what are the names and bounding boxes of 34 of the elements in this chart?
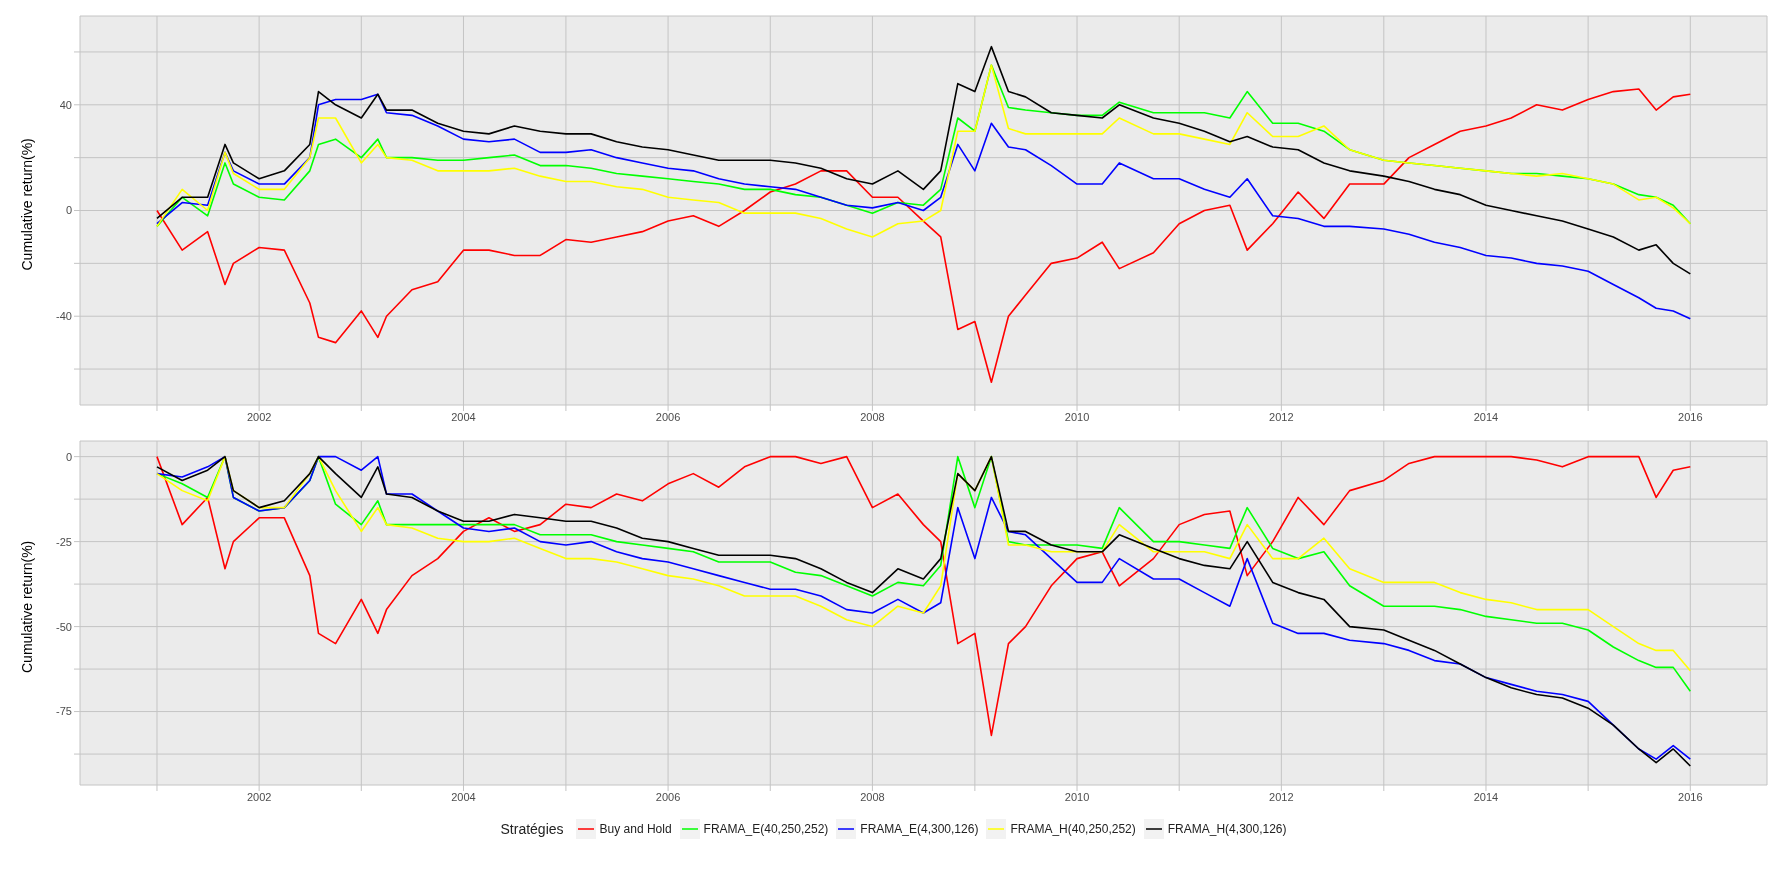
x-tick-label: 2008 bbox=[860, 410, 885, 423]
y-tick-label: 40 bbox=[59, 98, 72, 111]
y-tick-label: -75 bbox=[56, 705, 72, 718]
legend-label: FRAMA_H(4,300,126) bbox=[1167, 822, 1287, 836]
x-tick-label: 2004 bbox=[451, 410, 476, 423]
x-tick-label: 2016 bbox=[1678, 410, 1703, 423]
x-tick-label: 2002 bbox=[246, 790, 272, 803]
line-series bbox=[156, 45, 1692, 275]
y-axis-title: Cumulative return(%) bbox=[18, 138, 35, 271]
legend-label: FRAMA_E(40,250,252) bbox=[703, 822, 829, 836]
x-tick-label: 2002 bbox=[246, 410, 272, 423]
legend-label: FRAMA_E(4,300,126) bbox=[860, 822, 979, 836]
y-tick-label: -50 bbox=[56, 620, 72, 633]
x-tick-label: 2010 bbox=[1064, 790, 1090, 803]
y-tick-label: 0 bbox=[65, 204, 72, 217]
legend-label: FRAMA_H(40,250,252) bbox=[1010, 822, 1136, 836]
legend-title: Stratégies bbox=[500, 821, 564, 837]
legend-label: Buy and Hold bbox=[599, 822, 672, 836]
x-tick-label: 2006 bbox=[655, 790, 681, 803]
x-tick-label: 2008 bbox=[860, 790, 885, 803]
y-tick-label: -25 bbox=[56, 535, 72, 548]
x-tick-label: 2012 bbox=[1269, 790, 1294, 803]
x-tick-label: 2012 bbox=[1269, 410, 1294, 423]
line-series bbox=[156, 88, 1692, 384]
x-tick-label: 2010 bbox=[1064, 410, 1090, 423]
x-tick-label: 2016 bbox=[1678, 790, 1703, 803]
y-tick-label: 0 bbox=[65, 450, 72, 463]
x-tick-label: 2014 bbox=[1473, 790, 1499, 803]
line-series bbox=[156, 93, 1692, 320]
x-tick-label: 2006 bbox=[655, 410, 681, 423]
x-tick-label: 2004 bbox=[451, 790, 476, 803]
x-tick-label: 2014 bbox=[1473, 410, 1499, 423]
y-axis-title: Cumulative return(%) bbox=[18, 540, 35, 673]
y-tick-label: -40 bbox=[56, 310, 72, 323]
